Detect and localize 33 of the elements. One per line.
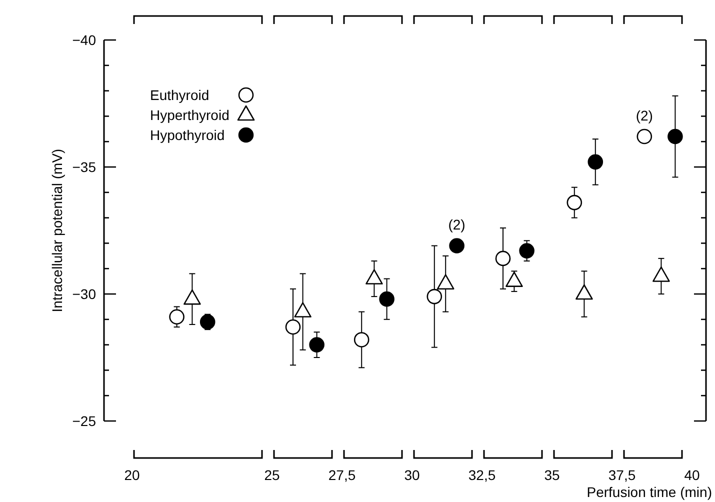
point xyxy=(495,250,511,266)
legend-label: Hyperthyroid xyxy=(150,106,230,123)
point xyxy=(668,128,683,144)
y-tick-label: −35 xyxy=(72,158,96,175)
point xyxy=(379,291,394,307)
annotation: (2) xyxy=(448,216,466,233)
x-tick-label: 20 xyxy=(124,467,140,483)
point xyxy=(200,314,216,330)
x-tick-label: 30 xyxy=(404,467,420,483)
x-tick-label: 27,5 xyxy=(328,467,356,483)
y-tick-label: −25 xyxy=(72,412,96,429)
point xyxy=(519,243,534,258)
point xyxy=(636,128,652,144)
annotation: (2) xyxy=(636,108,653,124)
x-tick-label: 40 xyxy=(684,467,700,483)
point xyxy=(354,332,370,348)
x-tick-label: 37,5 xyxy=(608,467,636,483)
point xyxy=(588,154,604,170)
point xyxy=(426,288,442,304)
legend-label: Euthyroid xyxy=(150,86,210,103)
x-tick-label: 25 xyxy=(264,467,280,483)
point xyxy=(309,337,324,352)
x-axis-title: Perfusion time (min) xyxy=(586,484,712,500)
point xyxy=(566,194,582,210)
point xyxy=(449,238,464,254)
y-tick-label: −40 xyxy=(72,32,96,48)
y-tick-label: −30 xyxy=(72,286,96,302)
y-axis-title: Intracellular potential (mV) xyxy=(49,148,65,312)
legend-label: Hypothyroid xyxy=(150,126,225,143)
point xyxy=(169,309,184,325)
point xyxy=(285,319,301,335)
x-tick-label: 32,5 xyxy=(468,467,496,483)
x-tick-label: 35 xyxy=(544,467,560,483)
